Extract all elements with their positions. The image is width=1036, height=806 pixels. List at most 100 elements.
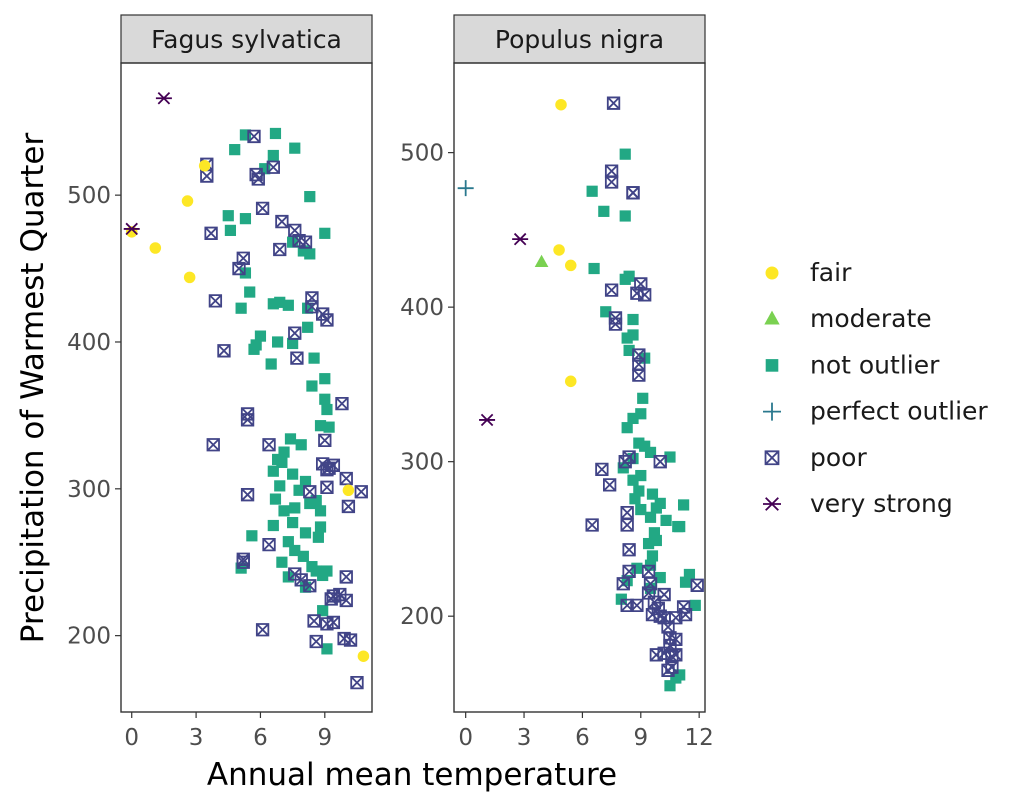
data-point bbox=[621, 332, 633, 344]
data-point bbox=[314, 521, 327, 533]
data-point bbox=[606, 96, 621, 110]
x-tick-label: 9 bbox=[633, 725, 648, 751]
data-point bbox=[299, 475, 312, 488]
data-point bbox=[620, 506, 634, 520]
data-point bbox=[620, 518, 634, 532]
legend-label: perfect outlier bbox=[810, 397, 988, 426]
data-point bbox=[244, 286, 256, 298]
data-point bbox=[621, 422, 633, 434]
data-point bbox=[303, 485, 317, 499]
data-point bbox=[287, 337, 299, 350]
data-point bbox=[629, 493, 641, 505]
data-point bbox=[654, 497, 666, 509]
data-point bbox=[326, 615, 341, 630]
data-point bbox=[320, 463, 334, 477]
data-point bbox=[246, 530, 258, 542]
legend-label: fair bbox=[810, 258, 852, 287]
data-point bbox=[637, 392, 649, 404]
y-axis-title: Precipitation of Warmest Quarter bbox=[15, 133, 51, 644]
data-point bbox=[269, 127, 282, 140]
data-point bbox=[354, 485, 368, 499]
data-point bbox=[339, 471, 353, 486]
data-point bbox=[251, 172, 265, 186]
panel-populus-nigra: Populus nigra 200 300 400 500 0 3 6 9 12 bbox=[400, 14, 714, 751]
data-point bbox=[232, 261, 246, 276]
data-point bbox=[586, 185, 598, 197]
data-point bbox=[259, 163, 271, 175]
legend-key bbox=[765, 266, 779, 280]
data-point bbox=[604, 164, 619, 178]
data-point bbox=[457, 180, 474, 197]
data-point bbox=[669, 632, 683, 647]
series-not-outlier bbox=[222, 127, 335, 655]
data-point bbox=[670, 672, 682, 684]
data-point bbox=[622, 543, 636, 557]
legend-label: very strong bbox=[810, 489, 953, 518]
facet-strip-label: Populus nigra bbox=[495, 25, 664, 54]
legend-item: not outlier bbox=[765, 350, 940, 379]
data-point bbox=[627, 313, 639, 326]
y-tick-label: 500 bbox=[400, 141, 444, 167]
data-point bbox=[266, 160, 280, 174]
data-point bbox=[236, 555, 250, 569]
data-point bbox=[239, 213, 252, 225]
data-point bbox=[255, 623, 270, 637]
data-point bbox=[293, 484, 305, 496]
data-point bbox=[664, 680, 676, 692]
data-point bbox=[479, 413, 496, 427]
x-tick-label: 9 bbox=[317, 725, 332, 751]
data-point bbox=[623, 344, 635, 357]
series-very-strong bbox=[123, 92, 172, 236]
data-point bbox=[123, 222, 140, 236]
legend-key bbox=[764, 450, 780, 466]
data-point bbox=[343, 633, 358, 647]
data-point bbox=[299, 581, 312, 593]
data-point bbox=[619, 210, 631, 222]
data-point bbox=[297, 550, 309, 562]
data-point bbox=[149, 242, 162, 254]
data-point bbox=[678, 607, 693, 622]
data-point bbox=[267, 519, 279, 532]
data-point bbox=[314, 420, 327, 432]
data-point bbox=[302, 302, 314, 314]
data-point bbox=[262, 438, 276, 452]
data-point bbox=[306, 380, 318, 392]
data-point bbox=[335, 396, 349, 411]
data-point bbox=[600, 306, 612, 318]
y-tick-label: 400 bbox=[67, 330, 111, 356]
data-point bbox=[269, 493, 282, 505]
data-point bbox=[308, 352, 320, 364]
data-point bbox=[622, 564, 636, 579]
data-point bbox=[321, 565, 333, 577]
legend-item: poor bbox=[764, 443, 867, 472]
data-point bbox=[302, 321, 314, 333]
data-point bbox=[274, 480, 286, 492]
data-point bbox=[604, 175, 619, 189]
data-point bbox=[320, 480, 334, 495]
data-point bbox=[320, 313, 334, 327]
data-point bbox=[627, 329, 639, 341]
data-point bbox=[324, 592, 338, 606]
data-point bbox=[200, 169, 214, 183]
data-point bbox=[661, 663, 675, 677]
data-point bbox=[690, 578, 704, 592]
x-tick-label: 12 bbox=[685, 725, 714, 751]
data-point bbox=[273, 242, 287, 257]
legend: fair moderate not outlier perfect outlier po… bbox=[763, 258, 988, 518]
data-point bbox=[633, 485, 645, 497]
data-point bbox=[339, 593, 353, 608]
data-point bbox=[274, 296, 286, 308]
data-point bbox=[553, 244, 565, 256]
x-tick-label: 0 bbox=[458, 725, 473, 751]
data-point bbox=[265, 358, 277, 370]
data-point bbox=[638, 288, 652, 302]
data-point bbox=[183, 271, 196, 284]
data-point bbox=[604, 283, 619, 297]
data-point bbox=[657, 587, 671, 602]
legend-label: not outlier bbox=[810, 350, 940, 379]
data-point bbox=[602, 478, 617, 492]
data-point bbox=[321, 643, 333, 655]
data-point bbox=[630, 598, 644, 613]
data-point bbox=[262, 537, 276, 552]
data-point bbox=[341, 499, 356, 514]
